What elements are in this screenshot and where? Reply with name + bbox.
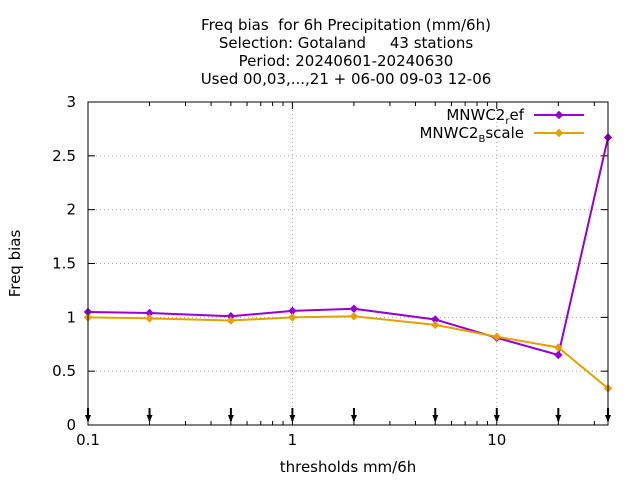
series-line [87, 315, 609, 390]
x-axis-label: thresholds mm/6h [280, 458, 417, 476]
data-point [288, 313, 297, 322]
legend-label: MNWC2ref [446, 106, 524, 127]
title-line-3: Period: 20240601-20240630 [239, 52, 454, 70]
threshold-marker-arrow [350, 415, 357, 422]
data-point [554, 343, 563, 352]
legend-label: MNWC2Bscale [419, 124, 524, 145]
data-point [492, 332, 502, 341]
data-point [431, 315, 440, 324]
plot-frame [87, 101, 609, 426]
chart-title: Freq bias for 6h Precipitation (mm/6h)Se… [201, 16, 492, 88]
threshold-marker-arrow [289, 415, 296, 422]
threshold-marker-arrow [555, 415, 562, 422]
data-point [226, 312, 236, 321]
grid [88, 102, 608, 425]
threshold-marker-arrow [227, 415, 234, 422]
legend-swatch-point [554, 110, 564, 120]
threshold-marker-arrow [146, 415, 153, 422]
data-series [83, 133, 613, 393]
axis-ticks: 0 0.5 1 1.5 2 2.5 3 0.1 1 10 [52, 93, 611, 449]
x-tick-label: 1 [288, 431, 298, 449]
y-tick-label: 2.5 [52, 147, 76, 165]
data-point [349, 304, 359, 313]
y-tick-label: 1 [66, 308, 76, 326]
threshold-marker-arrow [493, 415, 500, 422]
threshold-marker-arrow [432, 415, 439, 422]
data-point [288, 306, 297, 316]
legend-swatch-point [554, 128, 564, 138]
x-tick-label: 10 [487, 431, 506, 449]
y-tick-label: 2 [66, 201, 76, 219]
data-point [145, 308, 154, 318]
data-point [226, 316, 236, 325]
y-axis-label: Freq bias [6, 230, 24, 298]
x-tick-label: 0.1 [76, 431, 100, 449]
series-line [87, 137, 609, 357]
title-line-2: Selection: Gotaland 43 stations [219, 34, 474, 52]
title-line-4: Used 00,03,...,21 + 06-00 09-03 12-06 [201, 70, 492, 88]
series-2 [83, 312, 613, 393]
y-tick-label: 1.5 [52, 255, 76, 273]
data-point [431, 320, 440, 330]
series-1 [83, 133, 613, 360]
data-point [349, 312, 359, 321]
y-tick-label: 0 [66, 416, 76, 434]
title-line-1: Freq bias for 6h Precipitation (mm/6h) [201, 16, 491, 34]
data-point [554, 350, 563, 360]
data-point [145, 314, 154, 323]
y-tick-label: 0.5 [52, 362, 76, 380]
y-tick-label: 3 [66, 93, 76, 111]
